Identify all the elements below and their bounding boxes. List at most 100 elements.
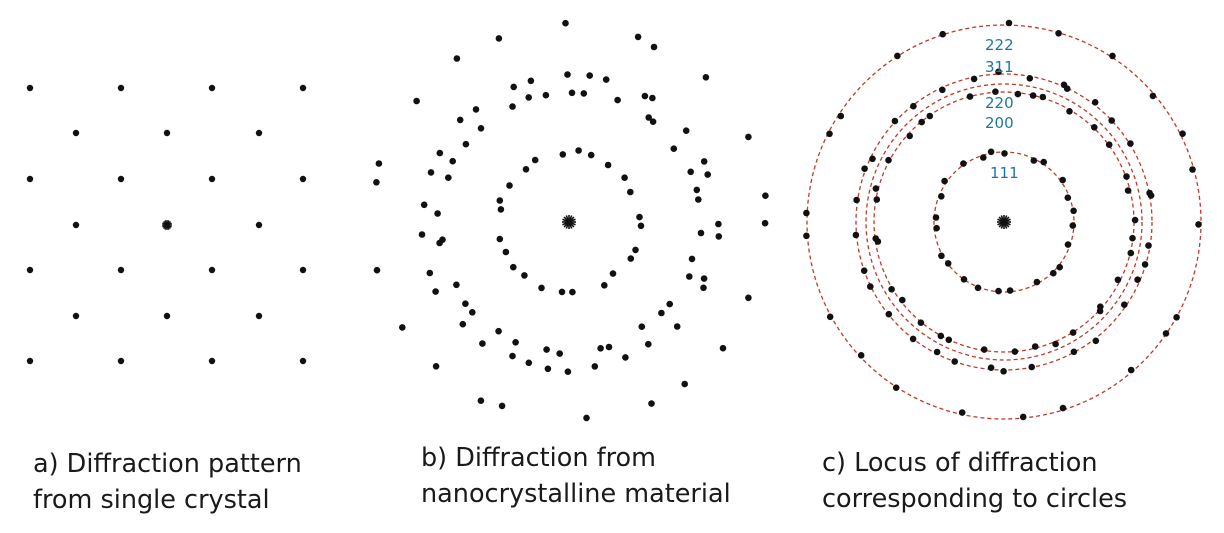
caption-panel-b: b) Diffraction from nanocrystalline mate… — [421, 440, 731, 512]
ring-spot — [605, 343, 613, 351]
ring-spot — [445, 174, 452, 181]
ring-spot — [1127, 249, 1135, 257]
ring-spot — [1091, 124, 1098, 131]
ring-spot — [627, 188, 634, 196]
ring-spot — [1195, 221, 1202, 228]
lattice-spot — [117, 175, 125, 183]
ring-spot — [918, 118, 925, 126]
ring-spot — [938, 193, 945, 200]
ring-spot — [939, 30, 946, 38]
ring-spot — [666, 300, 673, 308]
ring-spot — [899, 296, 906, 304]
ring-spot — [695, 196, 702, 203]
ring-spot — [992, 88, 999, 95]
central-beam — [997, 215, 1011, 229]
ring-spot — [1070, 348, 1078, 356]
caption-panel-c: c) Locus of diffraction corresponding to… — [822, 445, 1127, 517]
ring-spot — [715, 220, 722, 228]
ring-spot — [420, 201, 428, 209]
lattice-spot — [255, 312, 263, 320]
lattice-spot — [26, 175, 34, 183]
ring-spot — [1014, 90, 1022, 98]
ring-spot — [649, 94, 656, 102]
ring-spot — [681, 380, 688, 388]
ring-spot — [375, 160, 383, 167]
lattice-spot — [208, 266, 216, 274]
ring-spot — [987, 148, 995, 156]
ring-spot — [1029, 92, 1037, 99]
ring-spot — [496, 197, 504, 204]
ring-spot — [1059, 176, 1066, 184]
ring-spot — [622, 354, 629, 361]
ring-spot — [439, 236, 446, 243]
locus-circle — [806, 24, 1202, 420]
ring-spot — [917, 319, 925, 327]
ring-spot — [700, 284, 707, 292]
lattice-spot — [255, 221, 263, 229]
panel-c-spots — [803, 19, 1202, 421]
panel-b-nanocrystalline-pattern — [373, 19, 769, 422]
ring-spot — [885, 156, 892, 164]
ring-spot — [704, 171, 711, 178]
ring-spot — [1064, 194, 1072, 201]
ring-spot — [591, 363, 599, 370]
ring-spot — [910, 102, 917, 110]
ring-spot — [1173, 314, 1180, 321]
caption-c-line-2: corresponding to circles — [822, 484, 1128, 514]
ring-spot — [938, 252, 945, 260]
ring-label-200: 200 — [985, 114, 1014, 132]
ring-spot — [673, 323, 681, 330]
ring-spot — [477, 397, 485, 405]
ring-spot — [649, 118, 657, 125]
ring-spot — [453, 281, 460, 289]
ring-spot — [604, 161, 612, 169]
ring-spot — [602, 76, 610, 83]
ring-spot — [761, 219, 769, 227]
ring-spot — [837, 112, 845, 120]
ring-spot — [1063, 85, 1071, 92]
ring-spot — [937, 332, 945, 340]
ring-spot — [873, 196, 881, 203]
ring-spot — [621, 174, 628, 181]
ring-spot — [1028, 363, 1035, 371]
ring-spot — [512, 339, 519, 346]
ring-spot — [506, 182, 513, 189]
ring-spot — [715, 233, 723, 240]
ring-spot — [462, 140, 470, 148]
ring-spot — [459, 320, 467, 328]
ring-spot — [762, 192, 769, 199]
ring-spot — [497, 206, 505, 213]
ring-spot — [1141, 261, 1149, 268]
ring-label-222: 222 — [985, 36, 1014, 54]
caption-a-line-2: from single crystal — [33, 485, 270, 515]
ring-spot — [472, 106, 480, 113]
ring-spot — [432, 288, 439, 295]
ring-spot — [413, 97, 420, 105]
ring-spot — [614, 96, 621, 104]
lattice-spot — [208, 175, 216, 183]
ring-spot — [1105, 141, 1113, 148]
ring-spot — [544, 365, 552, 373]
ring-spot — [525, 94, 532, 101]
ring-spot — [682, 127, 690, 134]
ring-spot — [1050, 269, 1057, 277]
ring-spot — [627, 255, 635, 262]
ring-spot — [702, 74, 710, 81]
ring-spot — [926, 112, 934, 120]
ring-spot — [418, 231, 426, 238]
ring-spot — [688, 255, 696, 263]
ring-spot — [987, 364, 995, 372]
caption-a-line-1: a) Diffraction pattern — [33, 449, 302, 479]
lattice-spot — [26, 266, 34, 274]
ring-spot — [980, 154, 987, 161]
ring-spot — [1109, 52, 1116, 60]
ring-spot — [638, 323, 646, 331]
lattice-spot — [117, 266, 125, 274]
lattice-spot — [72, 312, 80, 320]
lattice-spot — [26, 84, 34, 92]
ring-spot — [933, 348, 941, 356]
ring-spot — [1039, 93, 1047, 101]
ring-spot — [1001, 150, 1008, 157]
ring-spot — [636, 213, 643, 221]
ring-spot — [945, 336, 953, 344]
